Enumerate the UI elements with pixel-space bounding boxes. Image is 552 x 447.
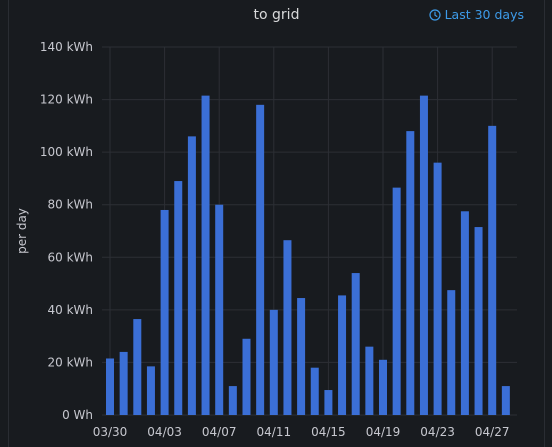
y-tick-label: 0 Wh [62,408,93,422]
bar-04-21 [406,131,415,415]
x-tick-label: 04/03 [147,425,182,439]
time-range-link[interactable]: Last 30 days [428,7,524,22]
bar-03-30 [106,358,114,415]
bar-04-03 [160,209,169,415]
x-tick-label: 04/07 [202,425,237,439]
time-range-label: Last 30 days [444,7,524,22]
bar-04-14 [310,367,319,415]
x-tick-label: 04/19 [366,425,401,439]
bar-04-12 [283,240,292,415]
bar-04-20 [392,187,401,415]
bar-04-04 [174,181,183,415]
y-tick-label: 60 kWh [47,250,93,264]
bar-04-15 [324,390,333,415]
y-tick-label: 140 kWh [40,40,93,54]
bar-04-01 [133,319,142,415]
clock-icon [428,8,441,21]
bar-04-09 [242,338,251,415]
y-tick-label: 100 kWh [40,145,93,159]
bar-04-25 [460,211,469,415]
bar-04-16 [338,295,347,415]
y-tick-label: 40 kWh [47,303,93,317]
panel-title: to grid [253,7,300,23]
x-tick-label: 04/27 [475,425,510,439]
bar-04-02 [146,366,155,415]
y-axis-title: per day [15,208,29,254]
bar-04-10 [256,104,265,415]
bar-04-26 [474,227,483,415]
y-tick-label: 120 kWh [40,93,93,107]
bar-04-07 [215,204,224,415]
y-tick-label: 20 kWh [47,355,93,369]
bar-03-31 [119,351,128,415]
bar-04-22 [419,95,428,415]
bar-04-13 [297,298,306,415]
x-tick-label: 03/30 [93,425,128,439]
x-tick-label: 04/11 [257,425,292,439]
x-tick-label: 04/15 [311,425,346,439]
bar-04-18 [365,346,374,415]
bar-04-05 [187,136,196,415]
y-tick-label: 80 kWh [47,198,93,212]
bar-04-23 [433,162,442,415]
bar-04-17 [351,273,360,415]
bar-04-28 [501,386,510,415]
x-tick-label: 04/23 [420,425,455,439]
bar-04-19 [379,359,387,415]
bar-04-27 [488,125,497,415]
bar-04-06 [201,95,210,415]
bar-04-11 [269,309,278,415]
bar-04-08 [228,386,237,415]
bar-04-24 [447,290,456,415]
